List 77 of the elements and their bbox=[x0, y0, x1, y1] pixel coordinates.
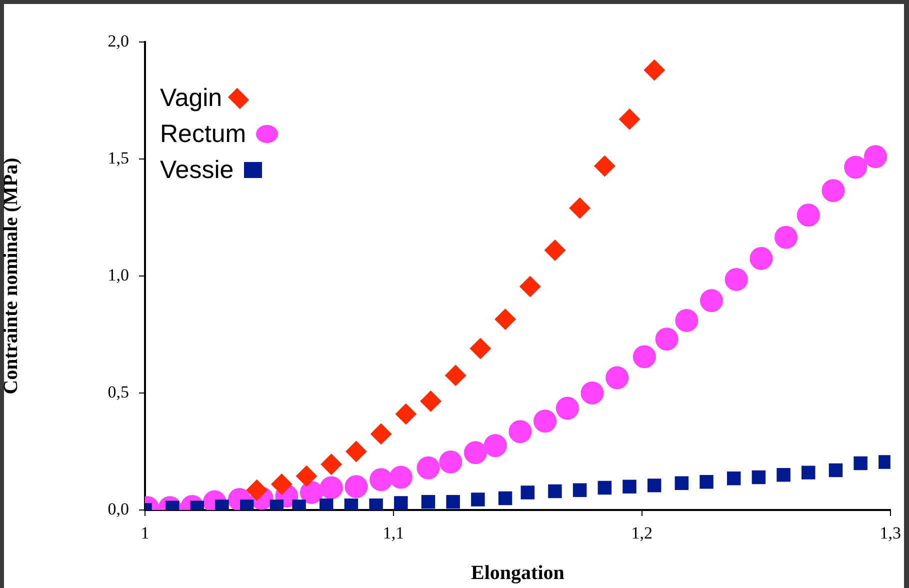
point bbox=[520, 486, 534, 500]
point bbox=[632, 345, 656, 368]
point bbox=[674, 476, 689, 490]
point bbox=[464, 441, 487, 464]
point bbox=[864, 145, 887, 168]
point bbox=[394, 496, 408, 510]
point bbox=[822, 179, 845, 202]
x-tick-label: 1 bbox=[140, 524, 150, 543]
point bbox=[700, 475, 714, 489]
point bbox=[320, 454, 342, 475]
point bbox=[796, 204, 820, 227]
point bbox=[726, 472, 741, 486]
point bbox=[439, 450, 462, 474]
point bbox=[655, 328, 678, 351]
point bbox=[774, 226, 798, 249]
point bbox=[484, 434, 507, 458]
point bbox=[370, 423, 392, 444]
point bbox=[750, 246, 773, 270]
point bbox=[421, 494, 436, 509]
point bbox=[544, 240, 566, 261]
point bbox=[246, 480, 268, 501]
point bbox=[296, 466, 317, 487]
point bbox=[724, 268, 748, 292]
point bbox=[828, 463, 843, 478]
point bbox=[494, 308, 516, 330]
x-tick-label: 1,2 bbox=[631, 524, 653, 543]
x-tick-label: 1,1 bbox=[382, 524, 404, 543]
point bbox=[548, 484, 562, 498]
legend-label: Vessie bbox=[160, 156, 234, 184]
point bbox=[395, 404, 416, 425]
point bbox=[854, 456, 868, 470]
point bbox=[556, 396, 579, 420]
point bbox=[569, 198, 590, 219]
y-tick-label: 0,5 bbox=[108, 382, 129, 402]
point bbox=[580, 382, 604, 404]
point bbox=[598, 480, 612, 495]
point bbox=[776, 468, 790, 482]
point bbox=[802, 466, 816, 480]
point bbox=[416, 456, 440, 480]
point bbox=[370, 468, 393, 492]
point bbox=[344, 475, 368, 498]
x-axis-title: Elongation bbox=[471, 562, 564, 584]
point bbox=[346, 441, 367, 462]
point bbox=[320, 476, 343, 500]
legend-label: Rectum bbox=[160, 120, 246, 148]
x-tick-label: 1,3 bbox=[880, 524, 901, 543]
point bbox=[644, 60, 665, 81]
y-axis-title: Contrainte nominale (MPa) bbox=[0, 158, 22, 394]
y-tick-label: 1,5 bbox=[108, 148, 129, 168]
point bbox=[369, 498, 383, 510]
point bbox=[445, 364, 466, 386]
point bbox=[844, 156, 868, 179]
point bbox=[344, 498, 358, 510]
y-tick-label: 0,0 bbox=[108, 499, 129, 518]
y-tick-label: 2,0 bbox=[108, 31, 129, 50]
point bbox=[520, 276, 541, 298]
point bbox=[752, 470, 766, 484]
point bbox=[534, 410, 557, 433]
point bbox=[622, 480, 636, 494]
point bbox=[606, 366, 629, 390]
y-tick-label: 1,0 bbox=[108, 265, 129, 284]
point bbox=[572, 483, 587, 497]
legend-label: Vagin bbox=[160, 84, 222, 112]
point bbox=[498, 491, 512, 506]
point bbox=[446, 494, 460, 509]
point bbox=[271, 474, 292, 495]
point bbox=[700, 289, 723, 312]
point bbox=[675, 308, 698, 332]
point bbox=[618, 108, 640, 130]
point bbox=[320, 498, 334, 510]
point bbox=[420, 390, 442, 412]
point bbox=[508, 420, 532, 444]
point bbox=[389, 466, 412, 489]
point bbox=[594, 156, 616, 177]
point bbox=[470, 338, 491, 360]
point bbox=[647, 478, 662, 492]
point bbox=[471, 492, 485, 506]
